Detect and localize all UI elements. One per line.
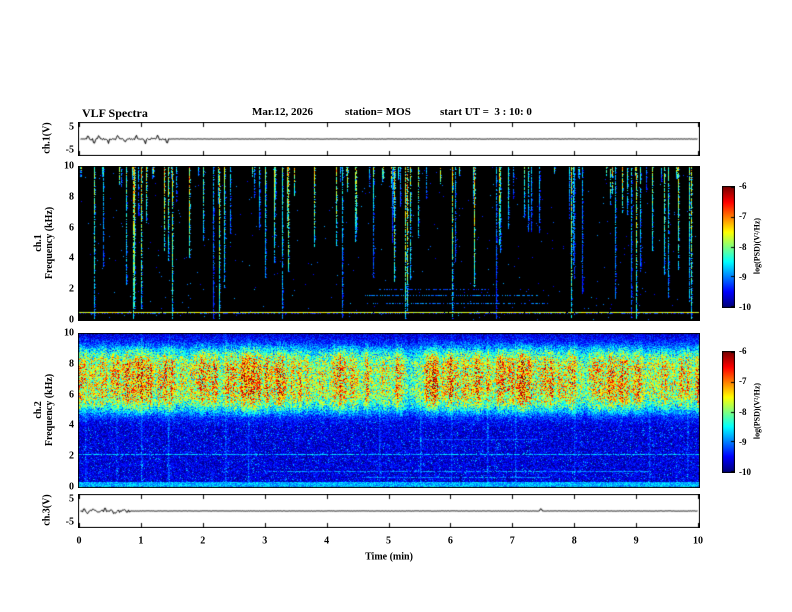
ch1-channel-label: ch.1	[33, 234, 44, 252]
ch2-colorbar	[722, 351, 735, 473]
ch2-spectrogram-ylabel: ch.2 Frequency (kHz)	[33, 374, 55, 446]
ch1-colorbar	[722, 186, 735, 308]
ch3-voltage-ylabel: ch.3(V)	[41, 494, 53, 526]
start-ut-label: start UT = 3 : 10: 0	[440, 106, 532, 118]
tick-label: -10	[739, 467, 751, 477]
tick-label: -8	[739, 406, 747, 417]
tick-label: 4	[324, 535, 330, 547]
tick-label: 4	[69, 419, 74, 431]
colorbar-label-ch1: log(PSD)(V²/Hz)	[752, 217, 762, 275]
frequency-axis-label: Frequency (kHz)	[44, 373, 55, 447]
tick-label: 3	[262, 535, 268, 547]
tick-label: 8	[69, 191, 74, 203]
colorbar-label-ch2: log(PSD)(V²/Hz)	[752, 382, 762, 440]
tick-label: -6	[739, 346, 747, 356]
tick-label: 7	[509, 535, 515, 547]
tick-label: -7	[739, 376, 747, 387]
tick-label: -5	[65, 516, 74, 528]
tick-label: 6	[69, 389, 74, 401]
frequency-axis-label: Frequency (kHz)	[44, 206, 55, 280]
tick-label: 8	[571, 535, 577, 547]
ch1-spectrogram-ylabel: ch.1 Frequency (kHz)	[33, 207, 55, 279]
tick-label: -5	[65, 144, 74, 156]
tick-label: 5	[386, 535, 391, 547]
tick-label: 5	[69, 121, 74, 133]
tick-label: -7	[739, 211, 747, 222]
ch2-channel-label: ch.2	[33, 401, 44, 419]
ch1-spectrogram-canvas	[78, 166, 700, 321]
ch3-voltage-trace-canvas	[78, 494, 700, 528]
tick-label: 5	[69, 493, 74, 505]
tick-label: 10	[693, 535, 703, 547]
tick-label: 6	[69, 222, 74, 234]
tick-label: -9	[739, 436, 747, 447]
date-label: Mar.12, 2026	[252, 106, 314, 118]
tick-label: -9	[739, 271, 747, 282]
tick-label: -8	[739, 241, 747, 252]
tick-label: -6	[739, 181, 747, 191]
tick-label: 0	[69, 481, 74, 493]
tick-label: -10	[739, 302, 751, 312]
tick-label: 1	[138, 535, 144, 547]
tick-label: 2	[69, 450, 74, 462]
ch1-voltage-ylabel: ch.1(V)	[41, 122, 53, 154]
tick-label: 8	[69, 358, 74, 370]
tick-label: 0	[69, 314, 74, 326]
station-label: station= MOS	[345, 106, 411, 118]
ch2-spectrogram-canvas	[78, 333, 700, 488]
ch1-voltage-trace-canvas	[78, 122, 700, 156]
tick-label: 9	[633, 535, 639, 547]
time-axis-label: Time (min)	[365, 551, 413, 563]
tick-label: 2	[69, 283, 74, 295]
tick-label: 10	[64, 327, 74, 339]
tick-label: 4	[69, 252, 74, 264]
tick-label: 10	[64, 160, 74, 172]
page-title: VLF Spectra	[82, 106, 148, 120]
tick-label: 6	[447, 535, 453, 547]
tick-label: 0	[76, 535, 82, 547]
tick-label: 2	[200, 535, 206, 547]
